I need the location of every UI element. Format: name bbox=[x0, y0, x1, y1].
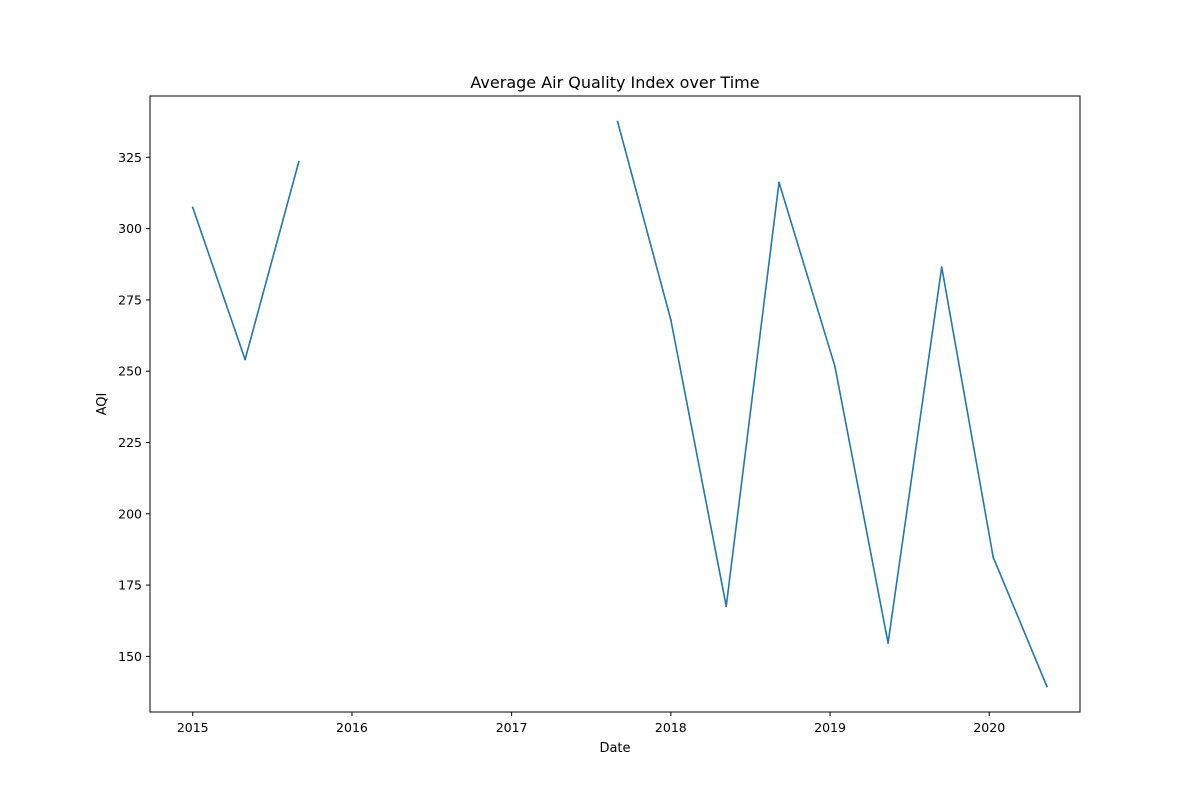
data-point bbox=[191, 206, 194, 209]
x-tick-label: 2018 bbox=[655, 720, 687, 735]
x-axis-label: Date bbox=[599, 741, 630, 756]
data-point bbox=[940, 266, 943, 269]
data-point bbox=[244, 358, 246, 361]
data-point bbox=[297, 160, 300, 163]
y-tick-label: 275 bbox=[118, 292, 142, 307]
plot-area: 2015 2016 2017 2018 2019 2020 150 175 200 225 250 2… bbox=[118, 95, 1081, 735]
x-tick-label: 2016 bbox=[336, 720, 368, 735]
chart-title: Average Air Quality Index over Time bbox=[470, 73, 759, 92]
x-tick-label: 2019 bbox=[814, 720, 846, 735]
y-tick-label: 225 bbox=[118, 435, 142, 450]
y-axis-label: AQI bbox=[95, 393, 110, 416]
x-tick-label: 2015 bbox=[177, 720, 209, 735]
y-tick-label: 250 bbox=[118, 364, 142, 379]
data-point bbox=[833, 365, 836, 367]
y-tick-label: 300 bbox=[118, 221, 142, 236]
data-point bbox=[992, 556, 995, 559]
data-point bbox=[778, 181, 780, 184]
y-tick-label: 150 bbox=[118, 649, 142, 664]
data-point bbox=[725, 605, 728, 608]
x-tick-label: 2017 bbox=[496, 720, 528, 735]
y-tick-label: 200 bbox=[118, 506, 142, 521]
y-tick-label: 175 bbox=[118, 578, 142, 593]
data-point bbox=[887, 642, 889, 644]
plot-frame bbox=[149, 95, 1081, 713]
data-point bbox=[1045, 685, 1048, 688]
data-point bbox=[616, 120, 619, 123]
data-point bbox=[669, 318, 672, 321]
x-tick-label: 2020 bbox=[973, 720, 1005, 735]
y-tick-label: 325 bbox=[118, 150, 142, 165]
